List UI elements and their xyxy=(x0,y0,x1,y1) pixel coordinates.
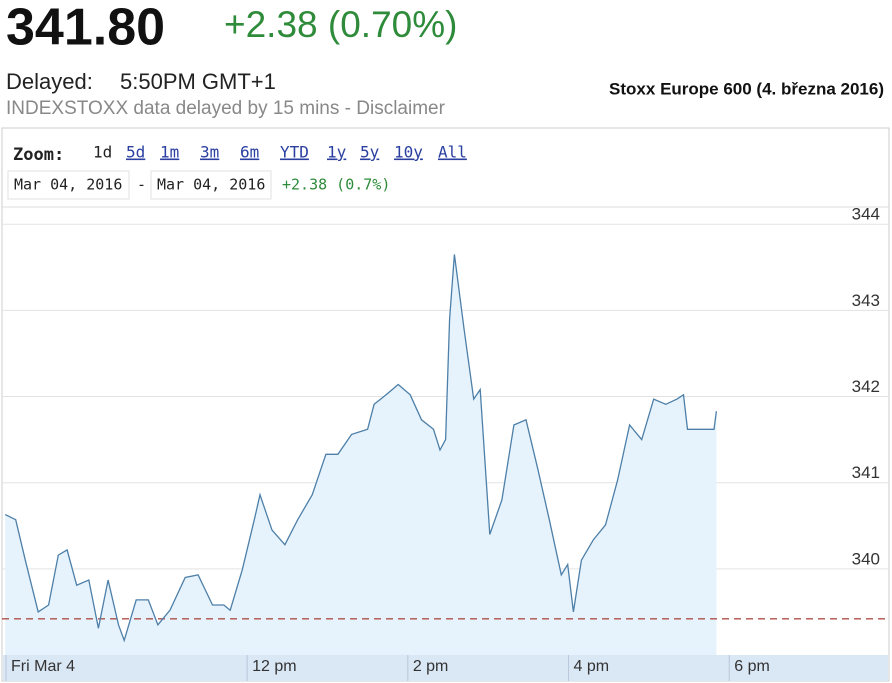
zoom-option[interactable]: 5d xyxy=(126,143,145,162)
zoom-label: Zoom: xyxy=(13,145,64,165)
date-to[interactable]: Mar 04, 2016 xyxy=(157,176,265,194)
zoom-option[interactable]: 10y xyxy=(394,143,423,162)
price-change: +2.38 (0.70%) xyxy=(224,4,457,45)
zoom-option[interactable]: 1d xyxy=(93,143,112,162)
x-tick-label: 4 pm xyxy=(574,658,610,675)
delayed-label: Delayed: xyxy=(6,69,93,94)
x-tick-label: Fri Mar 4 xyxy=(11,658,75,675)
x-tick-label: 6 pm xyxy=(734,658,770,675)
zoom-option[interactable]: 6m xyxy=(240,143,259,162)
zoom-option[interactable]: 5y xyxy=(360,143,380,162)
y-tick-label: 340 xyxy=(852,549,880,568)
x-tick-label: 2 pm xyxy=(413,658,449,675)
price-line xyxy=(4,254,718,643)
area-fill xyxy=(5,254,717,655)
zoom-option[interactable]: YTD xyxy=(280,143,309,162)
date-from-box[interactable] xyxy=(7,170,130,200)
x-tick-label: 12 pm xyxy=(252,658,296,675)
y-tick-label: 342 xyxy=(852,377,880,396)
range-change: +2.38 (0.7%) xyxy=(282,176,390,194)
date-to-box[interactable] xyxy=(150,170,272,200)
y-tick-label: 344 xyxy=(852,205,880,224)
zoom-option[interactable]: 3m xyxy=(200,143,219,162)
price: 341.80 xyxy=(6,0,165,57)
y-tick-label: 341 xyxy=(852,463,880,482)
zoom-option[interactable]: 1m xyxy=(160,143,179,162)
date-separator: - xyxy=(137,176,146,194)
x-axis-bar xyxy=(3,655,888,681)
date-from[interactable]: Mar 04, 2016 xyxy=(14,176,122,194)
zoom-option[interactable]: 1y xyxy=(327,143,347,162)
side-title: Stoxx Europe 600 (4. března 2016) xyxy=(609,79,884,98)
zoom-option[interactable]: All xyxy=(438,143,467,162)
disclaimer[interactable]: INDEXSTOXX data delayed by 15 mins - Dis… xyxy=(6,98,446,119)
y-tick-label: 343 xyxy=(852,291,880,310)
delayed-time: 5:50PM GMT+1 xyxy=(120,69,276,94)
